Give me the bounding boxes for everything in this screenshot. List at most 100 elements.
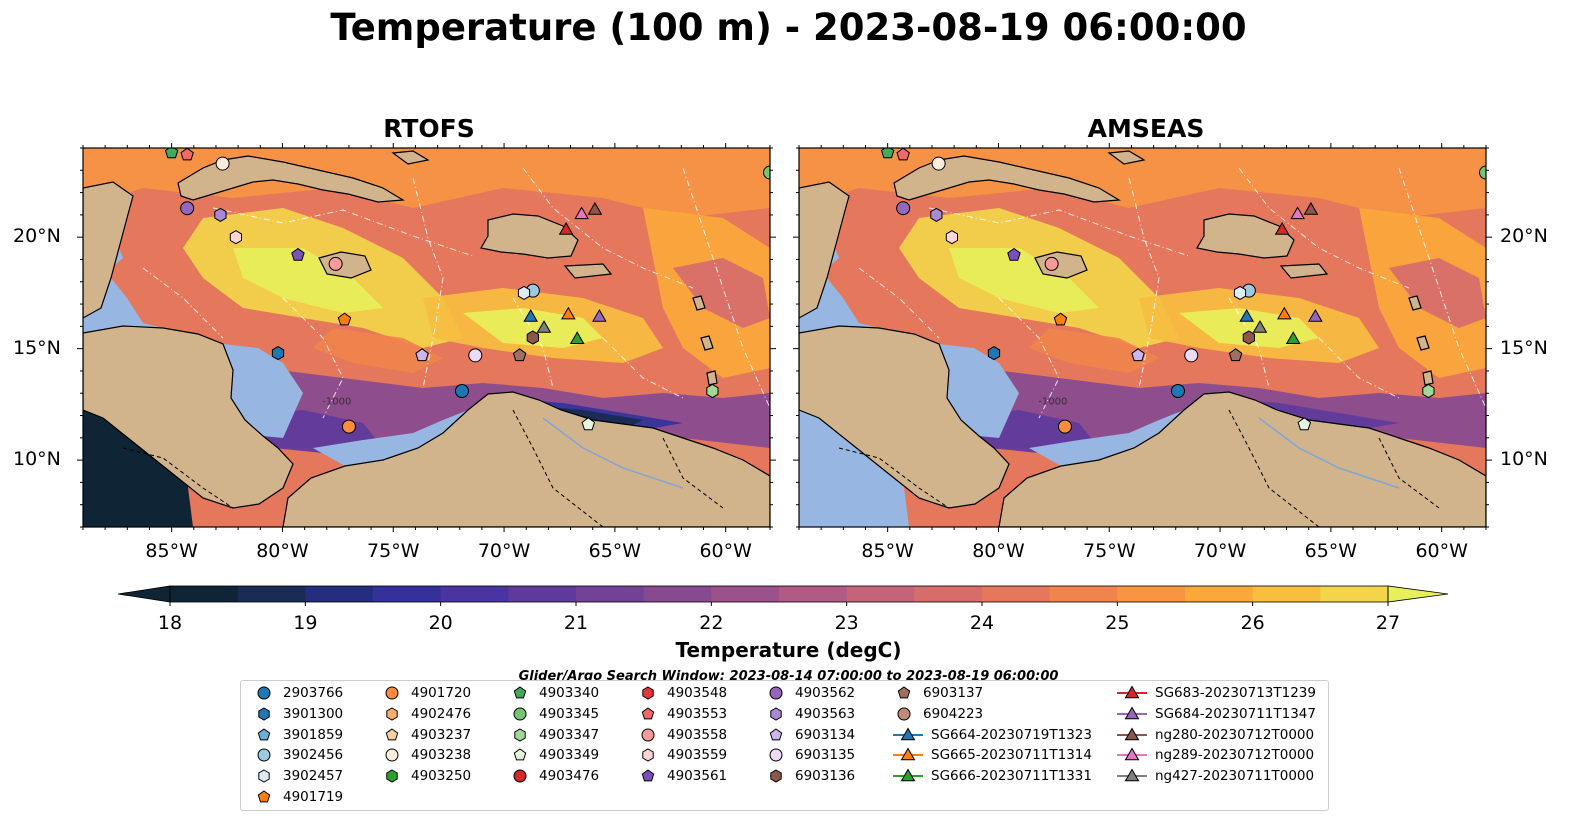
legend-label: ng427-20230711T0000 [1155,768,1315,785]
obs-marker-4903553 [180,148,194,161]
legend-item: 4903563 [765,704,855,724]
land-south-america [282,391,770,527]
lon-label-amseas: 60°W [1415,540,1468,562]
obs-marker-4903559 [945,230,958,245]
legend-label: 4902476 [411,705,472,722]
legend-label: 4903238 [411,747,472,764]
legend-label: 4903561 [667,768,728,785]
lon-label-amseas: 75°W [1083,540,1136,562]
legend-marker [769,748,783,762]
legend-marker [1124,768,1140,782]
obs-marker-4903340 [880,148,895,159]
legend-item: 6903136 [765,766,855,786]
obs-marker-SG664-20230719T1323 [1239,308,1254,322]
obs-marker-3901300 [271,346,285,361]
legend-marker [513,686,527,699]
legend-label: 4901719 [283,789,344,805]
colorbar-extend-low [117,585,171,603]
eez-boundary [282,297,344,419]
eez-boundary [1128,177,1160,389]
colorbar-frame [169,585,1389,603]
legend-item: 6904223 [893,704,983,724]
obs-marker-SG684-20230711T1347 [592,308,607,322]
legend-label: 3902456 [283,747,344,764]
obs-marker-4903347 [706,383,719,399]
legend-item: 4903559 [637,745,727,765]
river [1258,417,1400,489]
legend-marker [642,748,654,762]
legend-label: 4901720 [411,685,472,701]
lon-label-amseas: 65°W [1304,540,1358,562]
legend-marker [386,707,398,721]
obs-marker-ng427-20230711T0000 [536,320,552,333]
legend-marker-icon [897,707,911,721]
map-panel-rtofs[interactable]: -1000 [77,143,776,532]
country-border [122,447,234,509]
colorbar-bin [170,586,239,602]
legend-marker [642,686,654,700]
obs-marker-4903563 [214,207,227,222]
legend-label: 4903559 [667,747,728,764]
legend-label: 4903347 [539,726,600,743]
legend-item: 4903553 [637,704,727,724]
legend-label: 4903563 [795,705,856,722]
legend-label: 6904223 [923,705,984,722]
legend-marker-icon [257,727,271,740]
obs-marker-4903561 [1007,247,1021,261]
obs-marker-SG666-20230711T1331 [1285,331,1301,344]
legend-label: 4903558 [667,726,728,743]
legend-label: 3901300 [283,705,344,722]
legend-marker [513,748,527,761]
land-yucatan [83,181,134,319]
legend-marker-icon [769,727,783,740]
legend-marker-icon [641,728,655,742]
legend-marker-icon [770,769,782,783]
legend-item: 4903340 [509,683,599,703]
obs-marker-6903136 [526,330,539,345]
obs-marker-3901300 [987,346,1001,361]
legend-marker-icon [257,748,271,762]
obs-marker-6903134 [415,348,429,362]
legend-item: 3901859 [253,725,343,745]
map-panel-amseas[interactable]: -1000 [793,143,1492,532]
land-central-america [799,325,1010,509]
legend-label: 4903349 [539,747,600,764]
land-puerto-rico [563,263,613,279]
legend-label: 4903562 [795,685,856,701]
obs-marker-4903238 [931,156,946,171]
legend-marker [257,727,271,740]
legend-marker-icon [258,707,270,721]
legend-marker-icon [386,769,398,783]
legend-label: 4903548 [667,685,728,701]
land-cuba [177,155,405,203]
colorbar-bin [643,586,712,602]
map-frame [798,147,1487,528]
map-frame [82,147,771,528]
legend-marker [258,769,270,783]
colorbar-bin [373,586,442,602]
legend-marker [900,727,916,740]
land-lesser-antilles [692,295,718,386]
legend-item: 6903135 [765,745,855,765]
country-border [1378,437,1440,509]
obs-marker-3902457 [517,285,531,300]
legend-label: 3902457 [283,768,344,785]
legend-marker [385,748,399,762]
obs-marker-4903345 [1479,165,1486,180]
legend-item: 4903548 [637,683,727,703]
obs-marker-4903561 [291,247,305,261]
colorbar-bin [1117,586,1186,602]
legend-marker [897,707,911,721]
panel-title-rtofs: RTOFS [383,114,475,143]
country-border [1228,409,1320,527]
legend-item: 6903137 [893,683,983,703]
legend-item: 4903349 [509,745,599,765]
panel-title-amseas: AMSEAS [1087,114,1205,143]
colorbar-bin [982,586,1051,602]
legend-item: 4903562 [765,683,855,703]
legend-label: SG665-20230711T1314 [931,747,1092,764]
obs-marker-6903135 [1184,348,1199,363]
legend-marker-icon [769,748,783,762]
eez-boundary [602,337,684,399]
shelf-water [939,344,1019,438]
